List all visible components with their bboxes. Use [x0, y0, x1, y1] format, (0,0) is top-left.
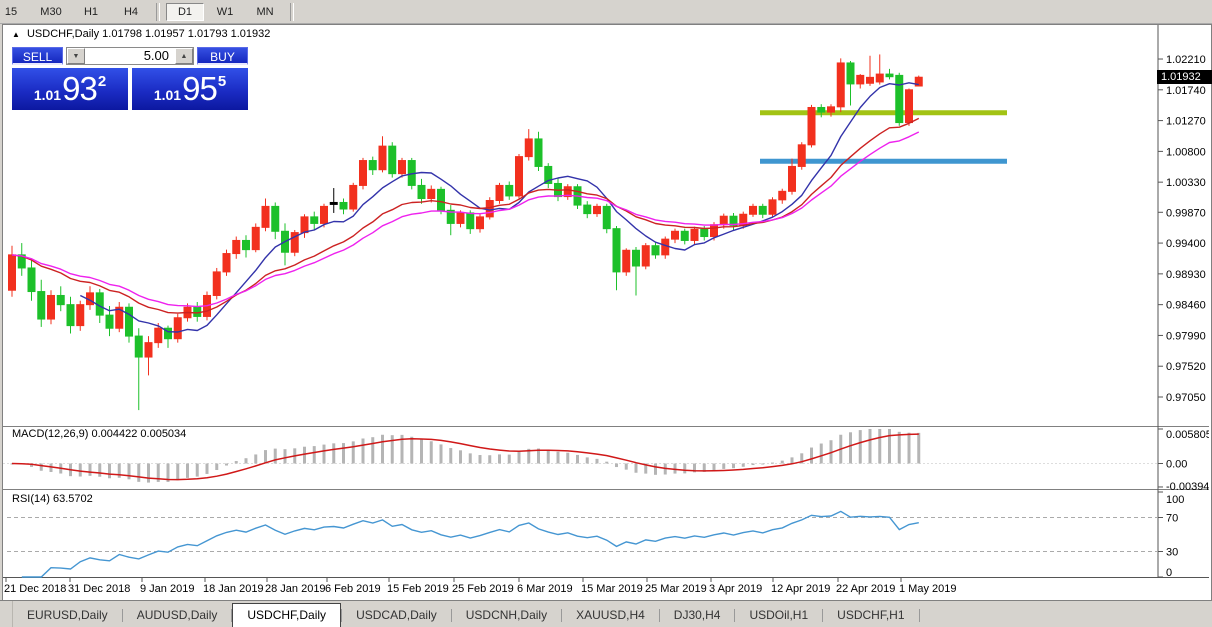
chart-symbol: USDCHF,Daily	[26, 28, 100, 40]
svg-text:100: 100	[1166, 494, 1184, 506]
chart-tab-usdoil-h1[interactable]: USDOil,H1	[749, 608, 809, 622]
svg-text:0.005805: 0.005805	[1166, 429, 1209, 441]
current-price-badge: 1.01932	[1157, 70, 1212, 85]
timeframe-button-15[interactable]: 15	[4, 5, 18, 18]
chart-ohlc-values: 1.01798 1.01957 1.01793 1.01932	[102, 28, 271, 40]
toolbar-separator	[156, 2, 160, 21]
buy-price-big: 95	[182, 70, 218, 107]
toolbar-separator	[290, 2, 294, 21]
chart-tab-dj30-h4[interactable]: DJ30,H4	[673, 608, 721, 622]
timeframe-button-w1[interactable]: W1	[216, 5, 234, 18]
svg-text:12 Apr 2019: 12 Apr 2019	[771, 583, 830, 595]
svg-text:0.99870: 0.99870	[1166, 207, 1206, 219]
tab-separator	[121, 609, 123, 622]
svg-text:30: 30	[1166, 547, 1178, 559]
svg-text:0.97050: 0.97050	[1166, 392, 1206, 404]
svg-text:1.02210: 1.02210	[1166, 54, 1206, 66]
sell-price-tile[interactable]: 1.01 93 2	[12, 68, 128, 110]
svg-text:0.98930: 0.98930	[1166, 269, 1206, 281]
chart-tab-usdcnh-daily[interactable]: USDCNH,Daily	[465, 608, 548, 622]
svg-text:-0.003945: -0.003945	[1166, 481, 1209, 493]
tab-separator	[822, 609, 824, 622]
volume-spinner: ▼ 5.00 ▲	[66, 47, 194, 65]
tab-separator	[450, 609, 452, 622]
svg-text:0.97990: 0.97990	[1166, 330, 1206, 342]
chart-tab-usdcad-daily[interactable]: USDCAD,Daily	[356, 608, 437, 622]
svg-text:3 Apr 2019: 3 Apr 2019	[709, 583, 762, 595]
chart-tab-usdchf-h1[interactable]: USDCHF,H1	[837, 608, 905, 622]
chart-tab-xauusd-h4[interactable]: XAUUSD,H4	[576, 608, 645, 622]
timeframe-button-mn[interactable]: MN	[256, 5, 274, 18]
sell-price-sup: 2	[97, 72, 107, 90]
chart-tab-usdchf-daily[interactable]: USDCHF,Daily	[232, 603, 342, 627]
svg-text:0: 0	[1166, 567, 1172, 579]
buy-button[interactable]: BUY	[197, 47, 248, 65]
svg-text:1.00800: 1.00800	[1166, 146, 1206, 158]
tab-separator	[918, 609, 920, 622]
tabbar-lead	[0, 601, 13, 627]
svg-text:0.00: 0.00	[1166, 459, 1187, 471]
tab-separator	[734, 609, 736, 622]
svg-text:1.01270: 1.01270	[1166, 116, 1206, 128]
buy-price-prefix: 1.01	[153, 87, 182, 103]
svg-text:28 Jan 2019: 28 Jan 2019	[265, 583, 326, 595]
chart-title: ▲ USDCHF,Daily 1.01798 1.01957 1.01793 1…	[12, 28, 270, 40]
chart-tab-audusd-daily[interactable]: AUDUSD,Daily	[136, 608, 218, 622]
volume-decrease-icon[interactable]: ▼	[67, 48, 85, 64]
timeframe-button-m30[interactable]: M30	[40, 5, 62, 18]
volume-input[interactable]: 5.00	[85, 48, 175, 64]
svg-text:31 Dec 2018: 31 Dec 2018	[68, 583, 130, 595]
svg-text:0.97520: 0.97520	[1166, 361, 1206, 373]
tab-separator	[658, 609, 660, 622]
collapse-panel-icon[interactable]: ▲	[12, 30, 20, 39]
sell-price-big: 93	[62, 70, 98, 107]
sell-price-prefix: 1.01	[33, 87, 62, 103]
svg-text:6 Mar 2019: 6 Mar 2019	[517, 583, 573, 595]
timeframe-button-h1[interactable]: H1	[83, 5, 99, 18]
macd-label: MACD(12,26,9) 0.004422 0.005034	[12, 428, 187, 440]
tab-separator	[341, 609, 343, 622]
svg-text:15 Mar 2019: 15 Mar 2019	[581, 583, 643, 595]
svg-text:1.01740: 1.01740	[1166, 85, 1206, 97]
rsi-label: RSI(14) 63.5702	[12, 493, 93, 505]
chart-tab-eurusd-daily[interactable]: EURUSD,Daily	[27, 608, 108, 622]
volume-increase-icon[interactable]: ▲	[175, 48, 193, 64]
svg-text:18 Jan 2019: 18 Jan 2019	[203, 583, 264, 595]
svg-text:1 May 2019: 1 May 2019	[899, 583, 956, 595]
timeframe-toolbar: 15 M30 H1 H4 D1 W1 MN	[0, 0, 1212, 24]
svg-text:6 Feb 2019: 6 Feb 2019	[325, 583, 381, 595]
chart-tabbar: EURUSD,Daily AUDUSD,Daily USDCHF,Daily USDC…	[0, 600, 1212, 627]
svg-text:0.98460: 0.98460	[1166, 300, 1206, 312]
svg-text:15 Feb 2019: 15 Feb 2019	[387, 583, 449, 595]
timeframe-button-h4[interactable]: H4	[123, 5, 139, 18]
svg-text:1.00330: 1.00330	[1166, 177, 1206, 189]
price-chart-svg[interactable]: 1.022101.017401.012701.008001.003300.998…	[3, 25, 1209, 598]
sell-button[interactable]: SELL	[12, 47, 63, 65]
svg-text:0.99400: 0.99400	[1166, 238, 1206, 250]
svg-text:9 Jan 2019: 9 Jan 2019	[140, 583, 194, 595]
svg-text:22 Apr 2019: 22 Apr 2019	[836, 583, 895, 595]
tab-separator	[231, 609, 233, 622]
svg-text:70: 70	[1166, 513, 1178, 525]
svg-text:25 Mar 2019: 25 Mar 2019	[645, 583, 707, 595]
timeframe-button-d1[interactable]: D1	[166, 2, 204, 21]
chart-window: 1.02210 1.01740 1.01270 1.00800 1.00330 0.998…	[2, 24, 1212, 601]
svg-text:25 Feb 2019: 25 Feb 2019	[452, 583, 514, 595]
svg-text:21 Dec 2018: 21 Dec 2018	[4, 583, 66, 595]
buy-price-sup: 5	[217, 72, 227, 90]
one-click-trade-panel: SELL ▼ 5.00 ▲ BUY 1.01 93 2 1.01 95 5	[12, 47, 248, 110]
tab-separator	[561, 609, 563, 622]
buy-price-tile[interactable]: 1.01 95 5	[132, 68, 248, 110]
